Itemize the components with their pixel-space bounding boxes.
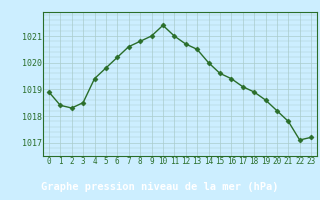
Text: Graphe pression niveau de la mer (hPa): Graphe pression niveau de la mer (hPa) (41, 181, 279, 192)
